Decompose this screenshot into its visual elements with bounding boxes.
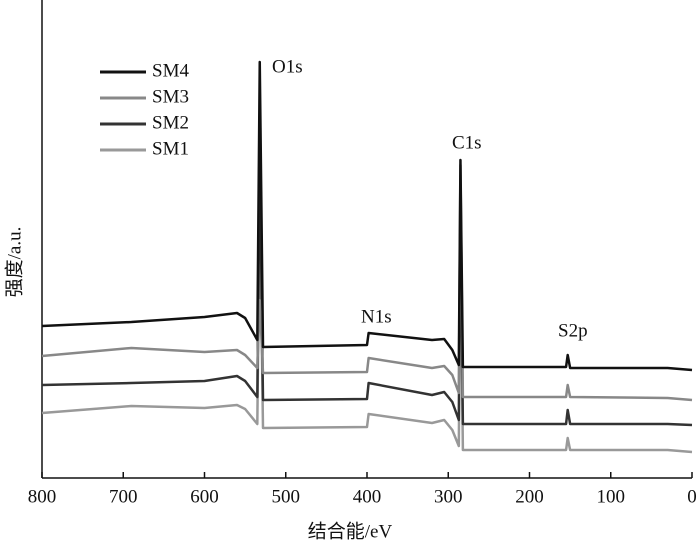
x-tick-label: 300 bbox=[434, 486, 463, 507]
series-line bbox=[41, 60, 693, 372]
peak-label: N1s bbox=[361, 306, 392, 327]
x-tick-label: 800 bbox=[28, 486, 57, 507]
legend-label: SM4 bbox=[152, 60, 189, 81]
peak-label: O1s bbox=[272, 56, 303, 77]
x-axis-label: 结合能/eV bbox=[308, 520, 393, 542]
legend-label: SM3 bbox=[152, 86, 189, 107]
x-tick-label: 600 bbox=[190, 486, 219, 507]
x-tick-label: 500 bbox=[272, 486, 301, 507]
legend-label: SM2 bbox=[152, 112, 189, 133]
y-axis-label: 强度/a.u. bbox=[3, 227, 25, 298]
series-line bbox=[41, 163, 693, 402]
x-tick-label: 700 bbox=[109, 486, 138, 507]
peak-label: S2p bbox=[558, 320, 588, 341]
series-line bbox=[41, 148, 693, 427]
x-tick-label: 100 bbox=[597, 486, 626, 507]
series-line bbox=[41, 198, 693, 454]
legend-label: SM1 bbox=[152, 138, 189, 159]
x-tick-label: 0 bbox=[687, 486, 697, 507]
peak-label: C1s bbox=[452, 132, 482, 153]
x-tick-label: 400 bbox=[353, 486, 382, 507]
x-tick-label: 200 bbox=[515, 486, 544, 507]
